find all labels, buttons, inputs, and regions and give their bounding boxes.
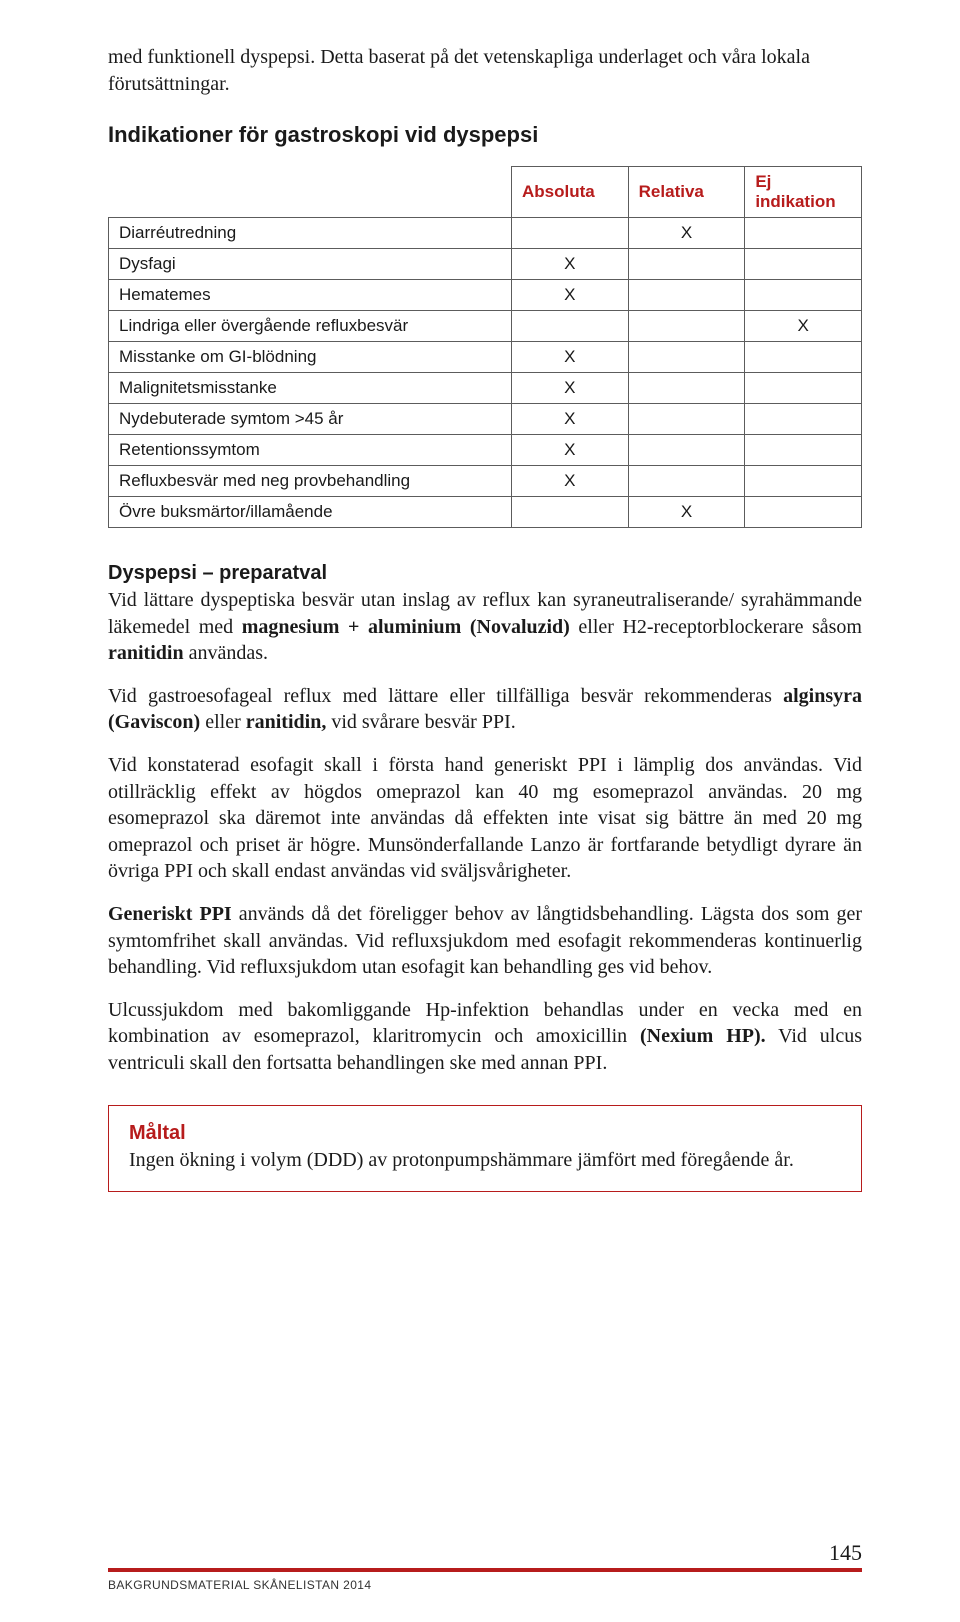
footer-text: BAKGRUNDSMATERIAL SKÅNELISTAN 2014 [108,1578,862,1592]
table-cell-mark [628,435,745,466]
table-cell-mark [745,342,862,373]
table-row: Övre buksmärtor/illamående X [109,497,862,528]
table-cell-mark [512,311,629,342]
table-cell-mark: X [512,280,629,311]
section-title: Dyspepsi – preparatval [108,562,862,585]
table-row-label: Dysfagi [109,249,512,280]
table-row: HematemesX [109,280,862,311]
table-cell-mark [745,249,862,280]
bold-text: magnesium + aluminium (Novaluzid) [242,616,570,638]
table-row: Nydebuterade symtom >45 årX [109,404,862,435]
paragraph: Ulcussjukdom med bakomliggande Hp-infekt… [108,997,862,1077]
table-row: MalignitetsmisstankeX [109,373,862,404]
table-cell-mark [745,280,862,311]
table-row-label: Diarréutredning [109,218,512,249]
table-cell-mark: X [512,435,629,466]
table-row-label: Hematemes [109,280,512,311]
table-row: Misstanke om GI-blödningX [109,342,862,373]
table-row-label: Retentionssymtom [109,435,512,466]
table-cell-mark [745,404,862,435]
table-row-label: Malignitetsmisstanke [109,373,512,404]
table-cell-mark: X [628,497,745,528]
table-cell-mark [745,466,862,497]
table-row-label: Lindriga eller övergående refluxbesvär [109,311,512,342]
table-row-label: Övre buksmärtor/illamående [109,497,512,528]
paragraph: Vid konstaterad esofagit skall i första … [108,752,862,885]
footer: BAKGRUNDSMATERIAL SKÅNELISTAN 2014 [108,1568,862,1592]
table-cell-mark [745,373,862,404]
text: vid svårare besvär PPI. [326,711,515,733]
paragraph: Generiskt PPI används då det föreligger … [108,901,862,981]
table-row: Lindriga eller övergående refluxbesvär X [109,311,862,342]
bold-text: ranitidin, [246,711,327,733]
text: eller [200,711,246,733]
table-header: Relativa [628,167,745,218]
table-cell-mark [628,249,745,280]
table-header-empty [109,167,512,218]
page-number: 145 [829,1540,862,1566]
indications-table: Absoluta Relativa Ej indikation Diarréut… [108,166,862,528]
intro-paragraph: med funktionell dyspepsi. Detta baserat … [108,44,862,98]
goal-title: Måltal [129,1122,841,1145]
table-cell-mark: X [512,249,629,280]
table-cell-mark [628,466,745,497]
table-cell-mark: X [512,373,629,404]
table-cell-mark [745,435,862,466]
table-cell-mark [512,497,629,528]
table-cell-mark: X [512,466,629,497]
text: Vid gastroesofageal reflux med lättare e… [108,685,783,707]
footer-rule [108,1568,862,1572]
table-row-label: Nydebuterade symtom >45 år [109,404,512,435]
table-cell-mark [745,497,862,528]
table-cell-mark [628,342,745,373]
table-cell-mark: X [745,311,862,342]
table-cell-mark [628,373,745,404]
bold-text: (Nexium HP). [640,1025,766,1047]
table-row: Refluxbesvär med neg provbehandlingX [109,466,862,497]
table-cell-mark [628,280,745,311]
paragraph: Vid gastroesofageal reflux med lättare e… [108,683,862,736]
table-cell-mark [628,404,745,435]
bold-text: ranitidin [108,642,184,664]
table-row: Diarréutredning X [109,218,862,249]
goal-body: Ingen ökning i volym (DDD) av protonpump… [129,1147,841,1174]
goal-box: Måltal Ingen ökning i volym (DDD) av pro… [108,1105,862,1193]
table-header: Ej indikation [745,167,862,218]
bold-text: Generiskt PPI [108,903,232,925]
table-header: Absoluta [512,167,629,218]
table-cell-mark [628,311,745,342]
table-row: DysfagiX [109,249,862,280]
table-cell-mark [512,218,629,249]
text: användas. [184,642,268,664]
table-row-label: Refluxbesvär med neg provbehandling [109,466,512,497]
paragraph: Vid lättare dyspeptiska besvär utan insl… [108,587,862,667]
table-header-row: Absoluta Relativa Ej indikation [109,167,862,218]
table-cell-mark: X [512,342,629,373]
table-row: RetentionssymtomX [109,435,862,466]
table-cell-mark [745,218,862,249]
table-cell-mark: X [628,218,745,249]
text: eller H2-receptorblockerare såsom [570,616,862,638]
indications-heading: Indikationer för gastroskopi vid dyspeps… [108,122,862,148]
table-cell-mark: X [512,404,629,435]
table-row-label: Misstanke om GI-blödning [109,342,512,373]
